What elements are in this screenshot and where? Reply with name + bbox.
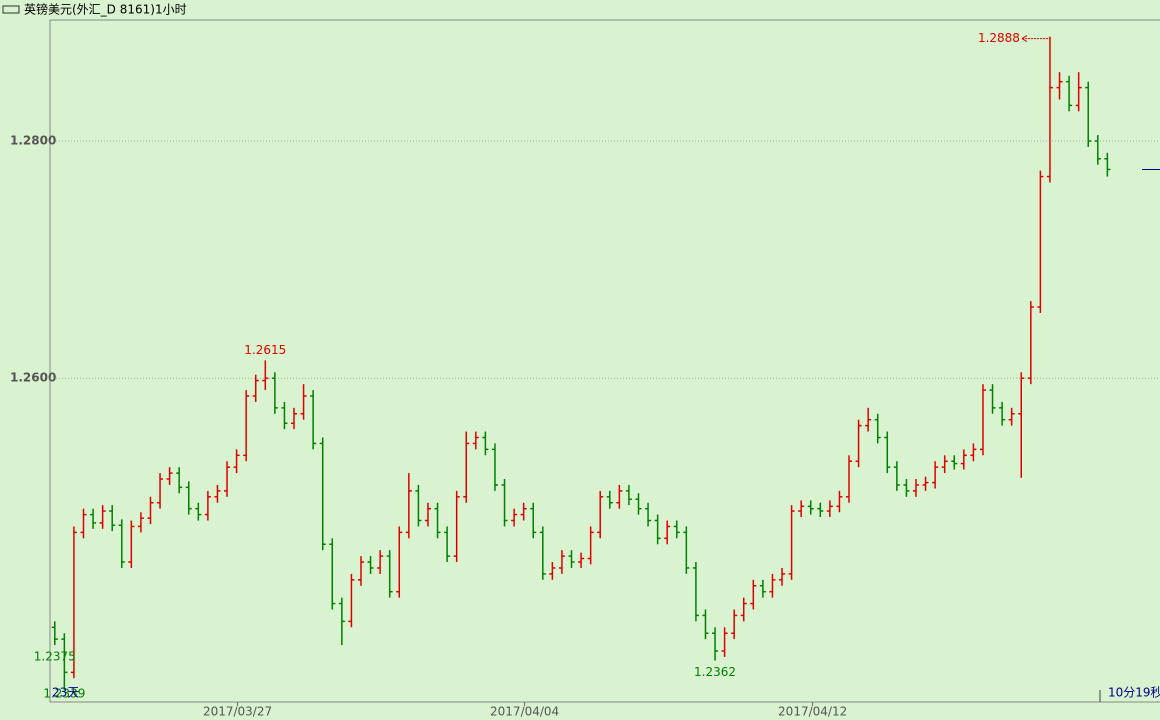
timer-label: 10分19秒 [1108,686,1160,700]
x-tick-label: 2017/04/12 [778,705,847,719]
y-tick-label: 1.2800 [10,133,56,147]
annotation: 1.2888 [978,31,1020,45]
y-tick-label: 1.2600 [10,371,56,385]
annotation: 1.2615 [244,343,286,357]
x-tick-label: 2017/04/04 [490,705,559,719]
annotation: 1.2362 [694,665,736,679]
annotation: 1.2339 [43,687,85,701]
x-tick-label: 2017/03/27 [203,705,272,719]
title-icon [2,5,20,14]
chart-title: 英镑美元(外汇_D 8161)1小时 [24,2,187,17]
annotation-arrowhead [1021,35,1028,43]
annotation: 1.2375 [34,650,76,664]
range-label: 23天 [52,686,79,700]
